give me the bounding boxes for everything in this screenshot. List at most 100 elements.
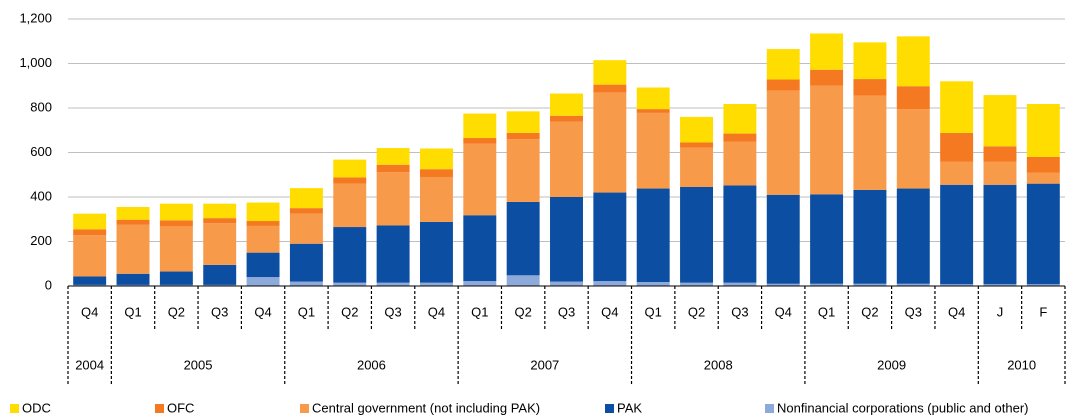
x-group-label: 2005	[184, 357, 213, 372]
bar-segment	[289, 281, 323, 286]
bar-segment	[940, 81, 974, 133]
bar-segment	[116, 224, 150, 274]
y-tick-label: 600	[30, 144, 52, 159]
bar-segment	[289, 188, 323, 209]
bar-segment	[680, 116, 714, 143]
bar-segment	[419, 148, 453, 170]
x-tick-label: Q2	[861, 304, 878, 319]
bar-segment	[203, 218, 237, 224]
bar-segment	[593, 92, 627, 193]
bar-segment	[983, 161, 1017, 185]
bar-segment	[289, 243, 323, 282]
x-tick-label: Q4	[254, 304, 271, 319]
bar-segment	[159, 226, 193, 272]
x-tick-label: Q4	[428, 304, 445, 319]
bar-segment	[940, 161, 974, 185]
bar-segment	[680, 282, 714, 286]
bar-segment	[550, 115, 583, 122]
bar-segment	[159, 203, 193, 221]
bar-segment	[723, 282, 757, 286]
bar-segment	[116, 207, 150, 220]
y-tick-label: 200	[30, 233, 52, 248]
x-tick-label: Q3	[211, 304, 228, 319]
bar-segment	[506, 132, 540, 140]
bar-segment	[463, 281, 497, 286]
bar-segment	[246, 202, 280, 222]
bar-segment	[983, 184, 1017, 285]
bar-segment	[376, 164, 410, 173]
x-group-label: 2007	[530, 357, 559, 372]
bar-segment	[289, 213, 323, 244]
bar-segment	[896, 36, 930, 87]
legend-label: Central government (not including PAK)	[312, 400, 540, 415]
bar-segment	[853, 95, 887, 190]
legend-swatch	[765, 404, 774, 413]
bar-segment	[983, 95, 1017, 147]
bar-segment	[550, 281, 583, 286]
bar-segment	[896, 188, 930, 284]
bar-segment	[853, 283, 887, 286]
bar-segment	[1026, 156, 1060, 173]
bar-segment	[419, 282, 453, 286]
x-tick-label: Q1	[471, 304, 488, 319]
bar-segment	[419, 169, 453, 177]
y-tick-label: 1,000	[19, 55, 52, 70]
bar-segment	[810, 194, 844, 284]
bar-segment	[333, 159, 367, 178]
legend-swatch	[155, 404, 164, 413]
bar-segment	[246, 277, 280, 286]
bar-segment	[246, 221, 280, 226]
bar-segment	[723, 141, 757, 186]
bar-segment	[506, 139, 540, 202]
bar-segment	[1026, 172, 1060, 184]
x-group-label: 2006	[357, 357, 386, 372]
bar-segment	[333, 227, 367, 283]
bar-segment	[463, 138, 497, 144]
x-tick-label: Q3	[905, 304, 922, 319]
x-tick-label: Q4	[601, 304, 618, 319]
bar-segment	[636, 188, 670, 282]
bar-segment	[203, 284, 237, 286]
bar-segment	[940, 184, 974, 285]
bar-segment	[159, 220, 193, 227]
bar-segment	[896, 283, 930, 286]
y-tick-label: 400	[30, 188, 52, 203]
y-tick-label: 1,200	[19, 10, 52, 25]
bar-segment	[723, 103, 757, 134]
x-tick-label: Q3	[558, 304, 575, 319]
bar-segment	[766, 79, 800, 91]
bar-segment	[810, 283, 844, 286]
bar-segment	[376, 148, 410, 165]
bar-segment	[203, 203, 237, 219]
bar-segment	[1026, 284, 1060, 286]
bar-segment	[636, 109, 670, 113]
bar-segment	[333, 282, 367, 286]
x-group-label: 2010	[1007, 357, 1036, 372]
bar-segment	[853, 42, 887, 80]
x-tick-label: Q4	[81, 304, 98, 319]
bar-segment	[246, 252, 280, 278]
bar-segment	[896, 86, 930, 110]
x-group-label: 2004	[75, 357, 104, 372]
bar-segment	[983, 146, 1017, 162]
x-tick-label: Q2	[341, 304, 358, 319]
bar-segment	[810, 85, 844, 195]
legend-label: OFC	[167, 400, 194, 415]
bar-segment	[636, 112, 670, 189]
bar-segment	[463, 113, 497, 139]
x-tick-label: Q1	[124, 304, 141, 319]
bar-segment	[73, 213, 107, 230]
bar-segment	[593, 60, 627, 85]
bar-segment	[463, 215, 497, 282]
bar-segment	[116, 273, 150, 285]
bar-segment	[766, 194, 800, 284]
x-tick-label: Q2	[168, 304, 185, 319]
bar-segment	[73, 229, 107, 236]
bar-segment	[289, 208, 323, 214]
bar-segment	[203, 264, 237, 285]
bar-segment	[419, 221, 453, 283]
x-group-label: 2009	[877, 357, 906, 372]
y-tick-label: 800	[30, 99, 52, 114]
bar-segment	[550, 121, 583, 197]
legend-swatch	[10, 404, 19, 413]
